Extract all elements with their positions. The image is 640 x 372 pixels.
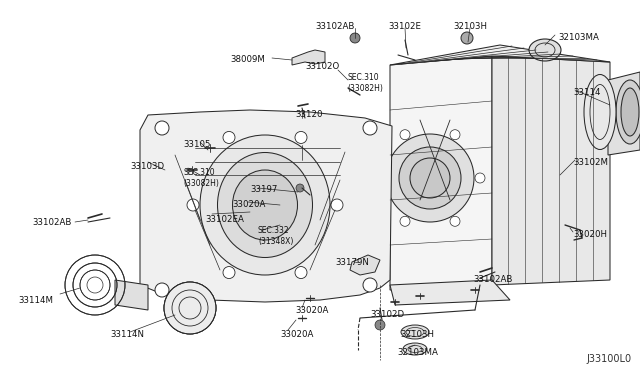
Polygon shape	[608, 72, 640, 155]
Circle shape	[296, 184, 304, 192]
Circle shape	[475, 173, 485, 183]
Text: 32103H: 32103H	[453, 22, 487, 31]
Text: 33197: 33197	[250, 185, 277, 194]
Text: SEC.310: SEC.310	[347, 73, 379, 82]
Text: 33102E: 33102E	[388, 22, 422, 31]
Ellipse shape	[232, 170, 298, 240]
Polygon shape	[390, 56, 492, 290]
Polygon shape	[140, 110, 392, 302]
Ellipse shape	[386, 134, 474, 222]
Text: (33082H): (33082H)	[347, 84, 383, 93]
Circle shape	[363, 278, 377, 292]
Circle shape	[187, 199, 199, 211]
Text: 32103MA: 32103MA	[558, 33, 599, 42]
Text: 33105: 33105	[183, 140, 211, 149]
Text: 32103H: 32103H	[400, 330, 434, 339]
Text: 33103D: 33103D	[130, 162, 164, 171]
Circle shape	[375, 320, 385, 330]
Text: 33114N: 33114N	[110, 330, 144, 339]
Circle shape	[155, 283, 169, 297]
Circle shape	[331, 199, 343, 211]
Circle shape	[400, 130, 410, 140]
Text: 33020A: 33020A	[280, 330, 314, 339]
Text: 38009M: 38009M	[230, 55, 265, 64]
Text: 33020A: 33020A	[295, 306, 328, 315]
Ellipse shape	[584, 74, 616, 150]
Polygon shape	[115, 280, 148, 310]
Text: (31348X): (31348X)	[258, 237, 293, 246]
Circle shape	[363, 121, 377, 135]
Text: 33102AB: 33102AB	[316, 22, 355, 31]
Text: (33082H): (33082H)	[183, 179, 219, 188]
Text: 32103MA: 32103MA	[397, 348, 438, 357]
Text: 33102D: 33102D	[370, 310, 404, 319]
Text: J33100L0: J33100L0	[587, 354, 632, 364]
Ellipse shape	[218, 153, 312, 257]
Polygon shape	[292, 50, 325, 65]
Text: SEC.310: SEC.310	[183, 168, 214, 177]
Text: 33114M: 33114M	[18, 296, 53, 305]
Ellipse shape	[621, 88, 639, 136]
Circle shape	[450, 130, 460, 140]
Circle shape	[461, 32, 473, 44]
Polygon shape	[350, 255, 380, 275]
Polygon shape	[390, 280, 510, 305]
Text: 33102EA: 33102EA	[205, 215, 244, 224]
Circle shape	[295, 267, 307, 279]
Circle shape	[164, 282, 216, 334]
Text: 33120: 33120	[295, 110, 323, 119]
Circle shape	[400, 216, 410, 226]
Text: 33114: 33114	[573, 88, 600, 97]
Text: 33020A: 33020A	[232, 200, 266, 209]
Circle shape	[155, 121, 169, 135]
Circle shape	[223, 131, 235, 144]
Text: 33102M: 33102M	[573, 158, 608, 167]
Ellipse shape	[410, 158, 450, 198]
Circle shape	[350, 33, 360, 43]
Text: 33179N: 33179N	[335, 258, 369, 267]
Polygon shape	[492, 56, 610, 285]
Ellipse shape	[616, 80, 640, 144]
Ellipse shape	[529, 39, 561, 61]
Circle shape	[223, 267, 235, 279]
Text: 33102AB: 33102AB	[32, 218, 72, 227]
Circle shape	[295, 131, 307, 144]
Text: 33102AB: 33102AB	[473, 275, 513, 284]
Ellipse shape	[200, 135, 330, 275]
Ellipse shape	[403, 343, 427, 355]
Circle shape	[375, 173, 385, 183]
Text: SEC.332: SEC.332	[258, 226, 290, 235]
Circle shape	[450, 216, 460, 226]
Ellipse shape	[401, 325, 429, 339]
Polygon shape	[390, 45, 610, 65]
Ellipse shape	[399, 147, 461, 209]
Text: 33020H: 33020H	[573, 230, 607, 239]
Text: 33102O: 33102O	[305, 62, 339, 71]
